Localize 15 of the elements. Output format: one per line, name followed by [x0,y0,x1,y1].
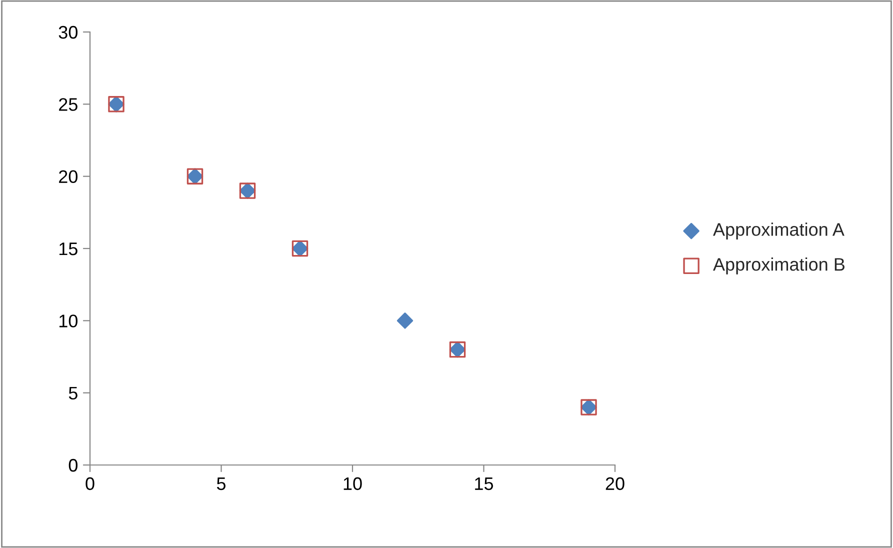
y-tick-label: 5 [68,386,78,400]
point [396,312,414,329]
y-tick-label: 25 [59,98,78,111]
y-tick-label: 0 [68,458,78,472]
x-tick-label: 0 [86,477,94,490]
x-tick-label: 15 [475,477,494,490]
y-tick-label: 20 [59,170,78,184]
x-tick-label: 20 [606,477,624,490]
y-tick-label: 15 [59,242,78,256]
legend-label: Approximation A [713,222,844,240]
x-tick-label: 10 [344,477,362,490]
legend-label: Approximation B [713,258,844,274]
x-tick-label: 5 [216,477,226,490]
y-tick-label: 10 [59,314,78,328]
y-tick-label: 30 [58,26,78,39]
